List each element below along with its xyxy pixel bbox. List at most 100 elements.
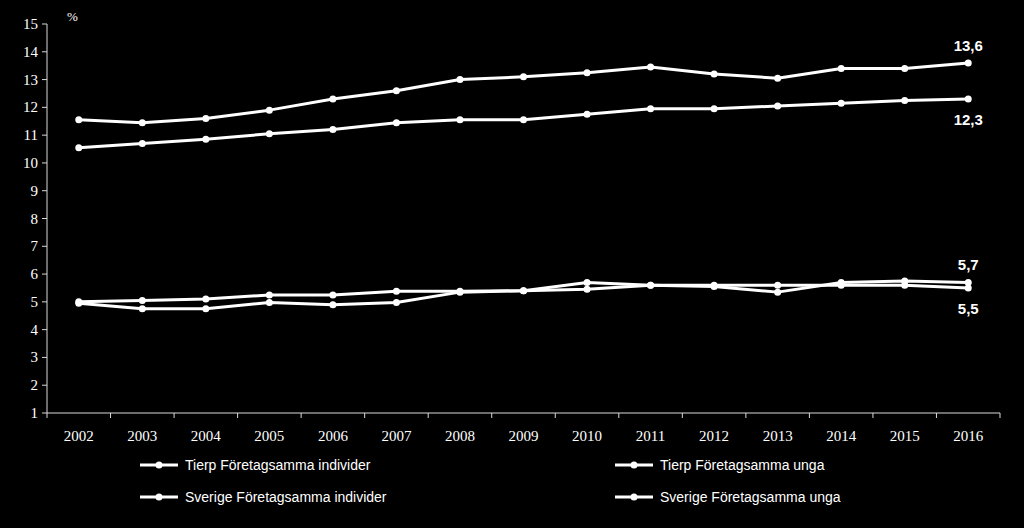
y-tick-label: 1 (31, 405, 39, 421)
y-tick-label: 4 (31, 322, 39, 338)
series-marker (774, 282, 781, 289)
x-tick-divider (174, 413, 175, 418)
x-tick-label: 2008 (445, 428, 475, 444)
series-marker (965, 59, 972, 66)
series-marker (584, 286, 591, 293)
x-tick-divider (682, 413, 683, 418)
x-tick-label: 2002 (64, 428, 94, 444)
y-tick-label: 13 (23, 72, 38, 88)
series-marker (711, 105, 718, 112)
y-tick-label: 3 (31, 349, 39, 365)
legend-label: Tierp Företagsamma unga (660, 457, 825, 473)
y-tick-label: 12 (23, 99, 38, 115)
series-marker (75, 144, 82, 151)
series-marker (838, 282, 845, 289)
x-tick-divider (618, 413, 619, 418)
series-marker (520, 73, 527, 80)
series-marker (202, 296, 209, 303)
series-marker (647, 282, 654, 289)
y-tick-label: 9 (31, 183, 39, 199)
series-marker (202, 115, 209, 122)
series-marker (647, 64, 654, 71)
end-label: 12,3 (954, 111, 983, 128)
legend-marker (156, 462, 163, 469)
x-tick-label: 2009 (509, 428, 539, 444)
series-marker (965, 96, 972, 103)
y-tick-label: 6 (31, 266, 39, 282)
series-marker (965, 284, 972, 291)
series-marker (266, 291, 273, 298)
x-tick-label: 2005 (254, 428, 284, 444)
x-tick-divider (364, 413, 365, 418)
y-tick-label: 14 (23, 44, 39, 60)
series-marker (139, 119, 146, 126)
series-marker (456, 288, 463, 295)
series-marker (838, 65, 845, 72)
series-marker (901, 65, 908, 72)
series-marker (520, 116, 527, 123)
legend-marker (631, 462, 638, 469)
series-marker (139, 297, 146, 304)
x-tick-divider (1000, 413, 1001, 418)
y-tick (42, 190, 47, 191)
y-axis-label: % (67, 9, 78, 24)
series-marker (647, 282, 654, 289)
y-tick-label: 5 (31, 294, 39, 310)
y-tick (42, 162, 47, 163)
y-tick-label: 10 (23, 155, 38, 171)
series-marker (329, 96, 336, 103)
series-marker (456, 76, 463, 83)
series-marker (584, 279, 591, 286)
end-label: 13,6 (954, 37, 983, 54)
series-line (79, 285, 968, 302)
x-tick-divider (301, 413, 302, 418)
legend-marker (156, 494, 163, 501)
series-marker (329, 126, 336, 133)
series-marker (202, 305, 209, 312)
x-tick-label: 2004 (191, 428, 222, 444)
legend-label: Sverige Företagsamma individer (185, 489, 387, 505)
series-marker (266, 130, 273, 137)
y-tick-label: 15 (23, 16, 38, 32)
y-tick (42, 79, 47, 80)
series-line (79, 281, 968, 309)
series-marker (75, 298, 82, 305)
x-tick-divider (110, 413, 111, 418)
x-tick-divider (936, 413, 937, 418)
series-marker (520, 287, 527, 294)
x-tick-label: 2012 (699, 428, 729, 444)
x-tick-divider (47, 413, 48, 418)
y-tick (42, 329, 47, 330)
x-tick-label: 2010 (572, 428, 602, 444)
legend-label: Tierp Företagsamma individer (185, 457, 371, 473)
series-marker (266, 107, 273, 114)
series-marker (393, 119, 400, 126)
x-tick-label: 2014 (826, 428, 857, 444)
series-marker (75, 116, 82, 123)
x-tick-divider (745, 413, 746, 418)
chart: 123456789101112131415%200220032004200520… (0, 0, 1024, 528)
series-marker (647, 105, 654, 112)
series-marker (202, 136, 209, 143)
series-line (79, 99, 968, 148)
y-tick (42, 301, 47, 302)
x-tick-label: 2011 (636, 428, 665, 444)
series-marker (456, 116, 463, 123)
x-tick-label: 2006 (318, 428, 349, 444)
y-tick-label: 8 (31, 211, 39, 227)
series-marker (774, 102, 781, 109)
series-line (79, 63, 968, 123)
y-tick (42, 246, 47, 247)
series-marker (329, 291, 336, 298)
series-marker (139, 305, 146, 312)
x-axis (47, 413, 1000, 414)
y-tick (42, 218, 47, 219)
x-tick-label: 2013 (763, 428, 793, 444)
series-marker (584, 69, 591, 76)
y-tick (42, 413, 47, 414)
series-marker (901, 97, 908, 104)
y-tick (42, 357, 47, 358)
series-marker (901, 282, 908, 289)
series-marker (711, 282, 718, 289)
x-tick-divider (872, 413, 873, 418)
